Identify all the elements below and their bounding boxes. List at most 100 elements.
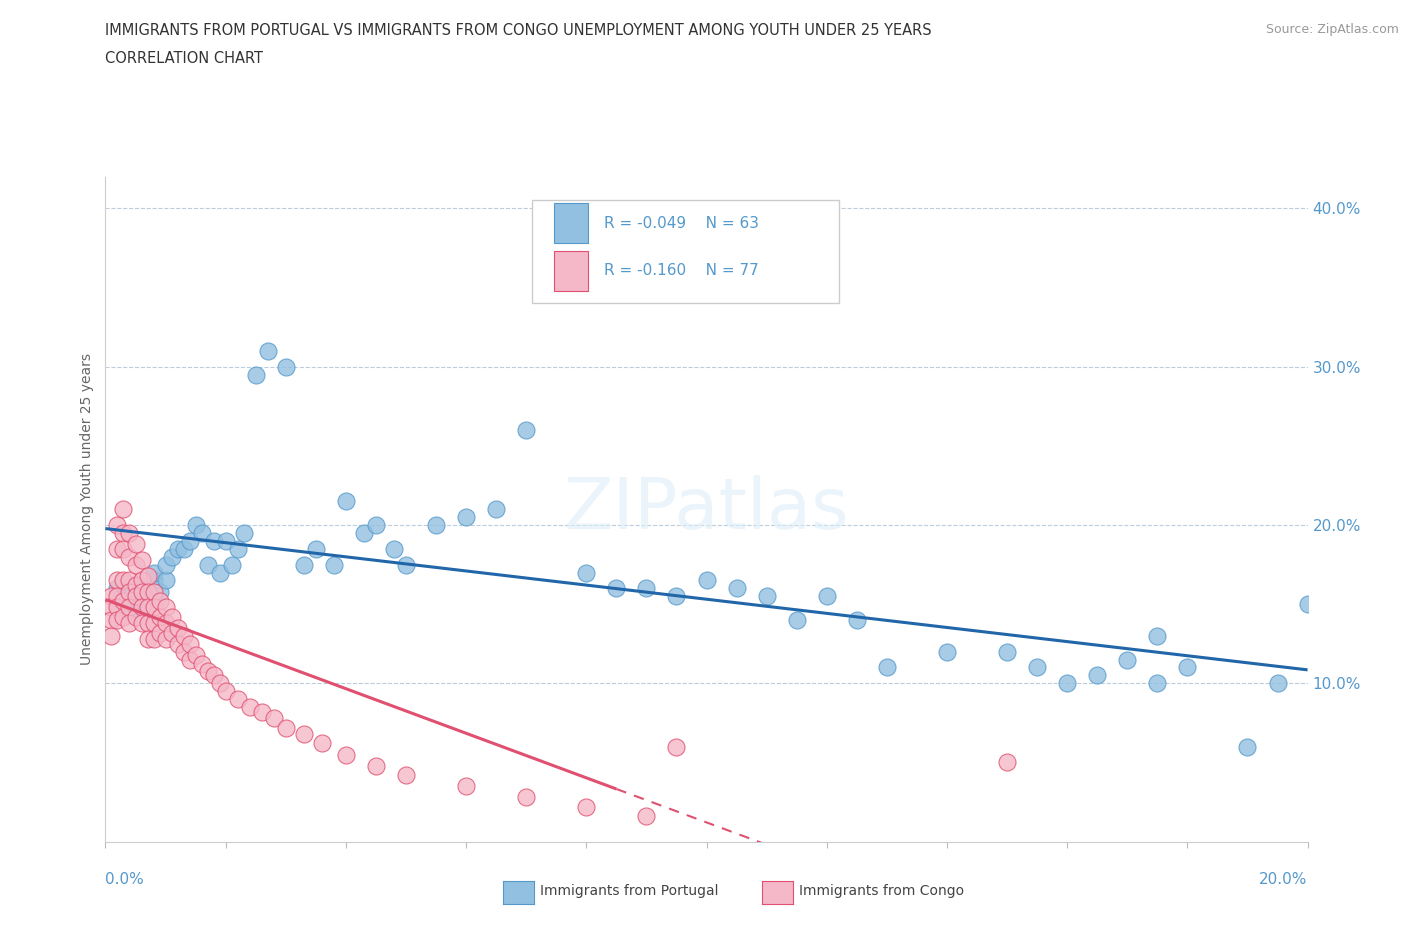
Point (131, 581, 153, 596)
Text: IMMIGRANTS FROM PORTUGAL VS IMMIGRANTS FROM CONGO UNEMPLOYMENT AMONG YOUTH UNDER: IMMIGRANTS FROM PORTUGAL VS IMMIGRANTS F… (105, 23, 932, 38)
Point (1085, 668, 1108, 683)
Point (136, 631, 159, 646)
Point (131, 552, 153, 567)
Point (160, 609, 183, 624)
Point (142, 631, 165, 646)
Point (112, 609, 135, 624)
Point (155, 600, 177, 615)
Point (118, 550, 141, 565)
Point (118, 525, 141, 540)
Point (665, 589, 688, 604)
Point (107, 581, 129, 596)
Point (245, 367, 267, 382)
Point (112, 573, 135, 588)
Point (166, 636, 188, 651)
Point (1267, 676, 1289, 691)
Point (226, 541, 249, 556)
Point (274, 720, 297, 735)
Point (107, 600, 129, 615)
Point (232, 525, 254, 540)
Text: R = -0.049    N = 63: R = -0.049 N = 63 (605, 216, 759, 231)
Point (1146, 629, 1168, 644)
Point (107, 573, 129, 588)
Point (166, 541, 188, 556)
Point (1026, 660, 1049, 675)
Point (202, 534, 225, 549)
Point (575, 565, 598, 580)
Point (107, 613, 129, 628)
Point (131, 584, 153, 599)
Point (208, 676, 231, 691)
Point (136, 616, 159, 631)
Point (160, 625, 183, 640)
Text: Immigrants from Portugal: Immigrants from Portugal (540, 884, 718, 898)
Point (136, 589, 159, 604)
Point (107, 518, 129, 533)
Point (100, 600, 122, 615)
Point (208, 565, 231, 580)
Point (100, 613, 122, 628)
Point (605, 581, 627, 596)
Point (322, 557, 344, 572)
Point (202, 668, 225, 683)
Point (575, 800, 598, 815)
Point (124, 609, 146, 624)
Point (136, 568, 159, 583)
Point (364, 518, 387, 533)
Y-axis label: Unemployment Among Youth under 25 years: Unemployment Among Youth under 25 years (80, 353, 94, 665)
Point (221, 557, 243, 572)
Point (1296, 597, 1319, 612)
Point (725, 581, 748, 596)
Point (454, 778, 477, 793)
Point (100, 589, 122, 604)
Point (395, 768, 418, 783)
Point (112, 589, 135, 604)
Point (485, 502, 508, 517)
Text: R = -0.160    N = 77: R = -0.160 N = 77 (605, 263, 759, 278)
Point (214, 684, 236, 698)
Point (454, 510, 477, 525)
Point (118, 604, 141, 619)
Point (166, 620, 188, 635)
Point (155, 616, 177, 631)
Point (136, 600, 159, 615)
FancyBboxPatch shape (554, 251, 588, 291)
Point (1175, 660, 1198, 675)
Point (124, 578, 146, 592)
FancyBboxPatch shape (554, 204, 588, 244)
Point (425, 518, 447, 533)
Text: 20.0%: 20.0% (1260, 871, 1308, 886)
Point (142, 565, 165, 580)
Point (160, 550, 183, 565)
Point (845, 613, 868, 628)
Point (131, 600, 153, 615)
Point (155, 573, 177, 588)
Point (118, 573, 141, 588)
Point (995, 644, 1018, 659)
Point (515, 790, 537, 804)
Point (155, 557, 177, 572)
Point (179, 534, 201, 549)
Point (263, 711, 285, 725)
Point (100, 629, 122, 644)
Point (131, 616, 153, 631)
Point (239, 699, 262, 714)
Point (876, 660, 898, 675)
Point (124, 557, 146, 572)
Point (124, 597, 146, 612)
Point (184, 647, 207, 662)
Point (665, 739, 688, 754)
Point (305, 541, 328, 556)
Point (112, 541, 135, 556)
Point (124, 589, 146, 604)
Text: 0.0%: 0.0% (105, 871, 145, 886)
Point (118, 600, 141, 615)
Point (131, 600, 153, 615)
Point (292, 726, 315, 741)
Point (995, 755, 1018, 770)
Point (179, 652, 201, 667)
Text: CORRELATION CHART: CORRELATION CHART (105, 51, 263, 66)
Point (190, 525, 212, 540)
Point (335, 747, 357, 762)
Point (335, 494, 357, 509)
